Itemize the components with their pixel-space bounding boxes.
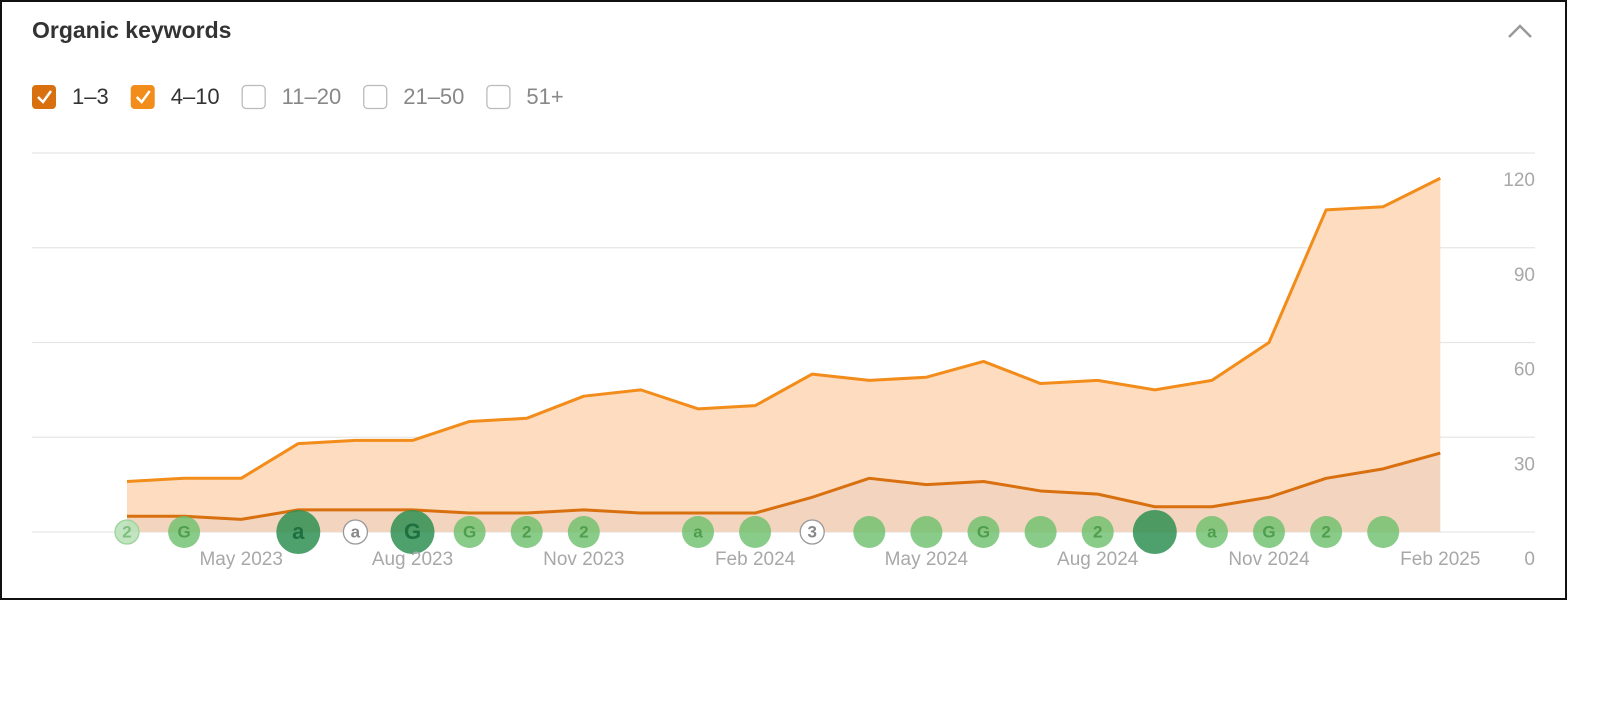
marker-circle bbox=[342, 519, 369, 545]
update-marker[interactable] bbox=[853, 516, 886, 548]
update-marker[interactable] bbox=[1132, 510, 1177, 554]
marker-circle bbox=[567, 516, 600, 548]
x-tick-label: Feb 2025 bbox=[1400, 549, 1480, 570]
legend-label: 51+ bbox=[526, 84, 563, 109]
marker-circle bbox=[1253, 516, 1285, 548]
legend-item[interactable]: 4–10 bbox=[130, 84, 220, 109]
legend: 1–3 4–10 11–20 21–50 51+ bbox=[32, 84, 564, 110]
legend-item[interactable]: 11–20 bbox=[241, 84, 342, 110]
marker-label: 3 bbox=[807, 522, 816, 541]
x-tick-label: Nov 2024 bbox=[1228, 549, 1310, 570]
marker-circle bbox=[276, 510, 321, 554]
checkmark bbox=[37, 90, 53, 104]
marker-circle bbox=[453, 516, 486, 548]
marker-circle bbox=[1367, 516, 1400, 548]
series-line bbox=[126, 176, 1441, 483]
checkmark bbox=[135, 90, 151, 104]
update-marker[interactable]: 2 bbox=[1310, 516, 1343, 548]
area bbox=[127, 178, 1441, 520]
marker-circle bbox=[1310, 516, 1343, 548]
marker-label: G bbox=[404, 519, 421, 544]
legend-item[interactable]: 1–3 bbox=[32, 84, 109, 109]
legend-label: 1–3 bbox=[72, 84, 109, 109]
update-marker[interactable]: G bbox=[453, 516, 486, 548]
marker-label: a bbox=[292, 519, 305, 544]
marker-circle bbox=[910, 516, 943, 548]
axes: 0 30 60 90 120 May 2023 Aug 2023 Nov 2023 Feb 20… bbox=[199, 170, 1535, 570]
panel-title: Organic keywords bbox=[32, 17, 231, 43]
update-marker[interactable]: a bbox=[1195, 516, 1228, 548]
collapse-chevron[interactable] bbox=[1508, 24, 1532, 38]
marker-label: 2 bbox=[579, 522, 588, 541]
checkbox-checked bbox=[32, 85, 56, 109]
marker-label: a bbox=[351, 522, 361, 541]
marker-circle bbox=[799, 519, 825, 545]
checkbox-unchecked bbox=[363, 84, 388, 110]
marker-circle bbox=[1024, 516, 1057, 548]
marker-circle bbox=[967, 516, 1000, 548]
series-line bbox=[127, 451, 1441, 521]
x-tick-label: Aug 2024 bbox=[1057, 549, 1139, 570]
marker-label: 2 bbox=[1093, 522, 1102, 541]
marker-label: a bbox=[1207, 522, 1217, 541]
update-marker[interactable]: a bbox=[682, 516, 714, 548]
legend-label: 21–50 bbox=[403, 84, 464, 109]
marker-circle bbox=[1132, 510, 1177, 554]
marker-circle bbox=[168, 516, 201, 548]
update-marker[interactable]: 2 bbox=[567, 516, 600, 548]
y-tick-label: 0 bbox=[1524, 549, 1535, 570]
legend-label: 11–20 bbox=[282, 84, 342, 109]
x-tick-label: May 2024 bbox=[885, 549, 969, 570]
marker-label: G bbox=[1262, 522, 1275, 541]
update-marker[interactable]: G bbox=[390, 510, 435, 554]
update-marker[interactable]: 2 bbox=[114, 519, 140, 545]
y-tick-label: 60 bbox=[1514, 360, 1535, 381]
legend-label: 4–10 bbox=[171, 84, 220, 109]
marker-label: a bbox=[693, 522, 703, 541]
x-tick-label: Feb 2024 bbox=[715, 549, 796, 570]
x-tick-label: Nov 2023 bbox=[543, 549, 624, 570]
x-tick-label: Aug 2023 bbox=[372, 549, 453, 570]
checkbox-checked bbox=[130, 85, 155, 109]
marker-circle bbox=[510, 516, 543, 548]
update-marker[interactable]: G bbox=[168, 516, 201, 548]
marker-circle bbox=[1195, 516, 1228, 548]
update-marker[interactable]: a bbox=[342, 519, 369, 545]
update-marker[interactable]: 3 bbox=[799, 519, 825, 545]
update-marker[interactable] bbox=[910, 516, 943, 548]
update-marker[interactable] bbox=[739, 516, 772, 548]
marker-label: G bbox=[463, 522, 476, 541]
marker-label: 2 bbox=[122, 522, 131, 541]
checkbox-unchecked bbox=[241, 84, 266, 110]
marker-label: 2 bbox=[522, 522, 531, 541]
x-tick-label: May 2023 bbox=[199, 549, 282, 570]
marker-circle bbox=[1081, 516, 1114, 548]
update-marker[interactable]: 2 bbox=[1081, 516, 1114, 548]
marker-label: 2 bbox=[1321, 522, 1330, 541]
legend-item[interactable]: 21–50 bbox=[363, 84, 465, 110]
marker-label: G bbox=[177, 522, 190, 541]
y-tick-label: 30 bbox=[1514, 454, 1535, 475]
update-marker[interactable] bbox=[1367, 516, 1400, 548]
marker-label: G bbox=[977, 522, 990, 541]
update-marker[interactable]: 2 bbox=[510, 516, 543, 548]
marker-circle bbox=[390, 510, 435, 554]
checkbox-unchecked bbox=[486, 84, 511, 110]
marker-circle bbox=[739, 516, 772, 548]
marker-circle bbox=[682, 516, 714, 548]
update-marker[interactable]: G bbox=[1253, 516, 1285, 548]
legend-item[interactable]: 51+ bbox=[486, 84, 564, 110]
update-marker[interactable]: G bbox=[967, 516, 1000, 548]
marker-circle bbox=[853, 516, 886, 548]
y-tick-label: 90 bbox=[1514, 265, 1535, 286]
y-tick-label: 120 bbox=[1503, 170, 1535, 191]
update-marker[interactable]: a bbox=[276, 510, 321, 554]
plot bbox=[126, 176, 1441, 532]
update-marker[interactable] bbox=[1024, 516, 1057, 548]
marker-circle bbox=[114, 519, 140, 545]
